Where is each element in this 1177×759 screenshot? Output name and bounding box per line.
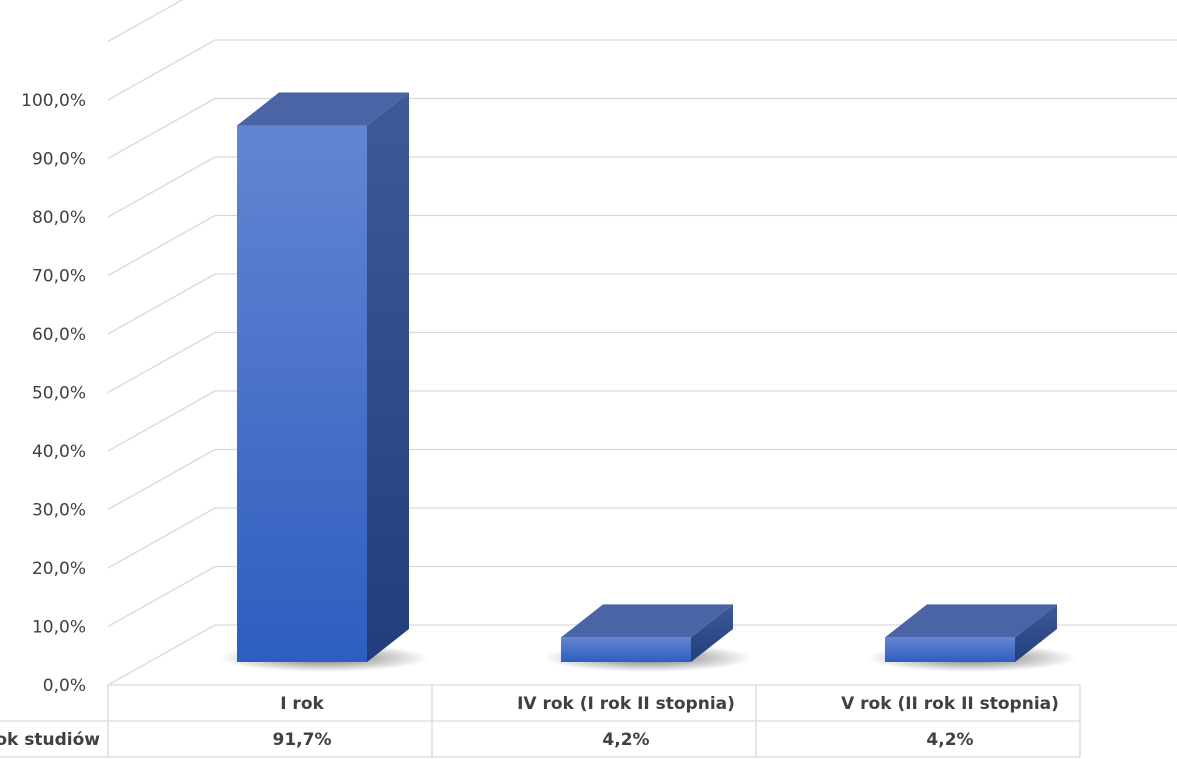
gridline-side-110: [107, 0, 184, 43]
y-tick-label: 0,0%: [43, 676, 86, 696]
bar-1: [237, 92, 409, 663]
gridline-side-10: [107, 565, 216, 628]
y-tick-label: 10,0%: [32, 618, 86, 638]
gridline-side-80: [107, 156, 216, 218]
data-value-label: 91,7%: [273, 730, 332, 750]
bar-front-face: [561, 637, 691, 662]
y-tick-label: 100,0%: [21, 91, 86, 111]
bar-3: [885, 604, 1057, 662]
bar-top-face: [885, 604, 1057, 638]
data-value-label: 4,2%: [926, 730, 973, 750]
y-tick-label: 40,0%: [32, 442, 86, 462]
bars: [237, 92, 1057, 663]
y-tick-label: 90,0%: [32, 150, 86, 170]
gridline-side-0: [107, 624, 216, 686]
bar-side-face: [367, 92, 409, 663]
x-category-label: V rok (II rok II stopnia): [841, 694, 1059, 714]
gridline-side-60: [107, 273, 216, 335]
y-tick-label: 80,0%: [32, 208, 86, 228]
y-tick-label: 70,0%: [32, 267, 86, 287]
gridline-side-30: [107, 448, 216, 511]
bar-side-face: [691, 604, 733, 662]
y-tick-label: 30,0%: [32, 501, 86, 521]
gridline-side-100: [107, 39, 216, 101]
y-tick-label: 50,0%: [32, 384, 86, 404]
bar-2: [561, 604, 733, 662]
x-category-label: I rok: [280, 694, 324, 714]
legend-series-name: Rok studiów: [0, 730, 100, 750]
bar-front-face: [885, 637, 1015, 662]
bar-top-face: [561, 604, 733, 638]
bar-front-face: [237, 125, 367, 663]
y-tick-label: 60,0%: [32, 325, 86, 345]
gridline-side-40: [107, 390, 216, 452]
bar-side-face: [1015, 604, 1057, 662]
y-axis-ticks: 0,0% 10,0% 20,0% 30,0% 40,0% 50,0% 60,0% 70,0% 8…: [21, 91, 86, 696]
data-table: I rok IV rok (I rok II stopnia) V rok (II …: [0, 684, 1081, 758]
gridline-side-20: [107, 507, 216, 569]
y-tick-label: 20,0%: [32, 559, 86, 579]
bar-top-face: [237, 92, 409, 126]
gridline-side-90: [107, 97, 216, 160]
gridline-side-70: [107, 214, 216, 277]
gridline-side-50: [107, 331, 216, 394]
data-value-label: 4,2%: [602, 730, 649, 750]
x-category-label: IV rok (I rok II stopnia): [517, 694, 735, 714]
